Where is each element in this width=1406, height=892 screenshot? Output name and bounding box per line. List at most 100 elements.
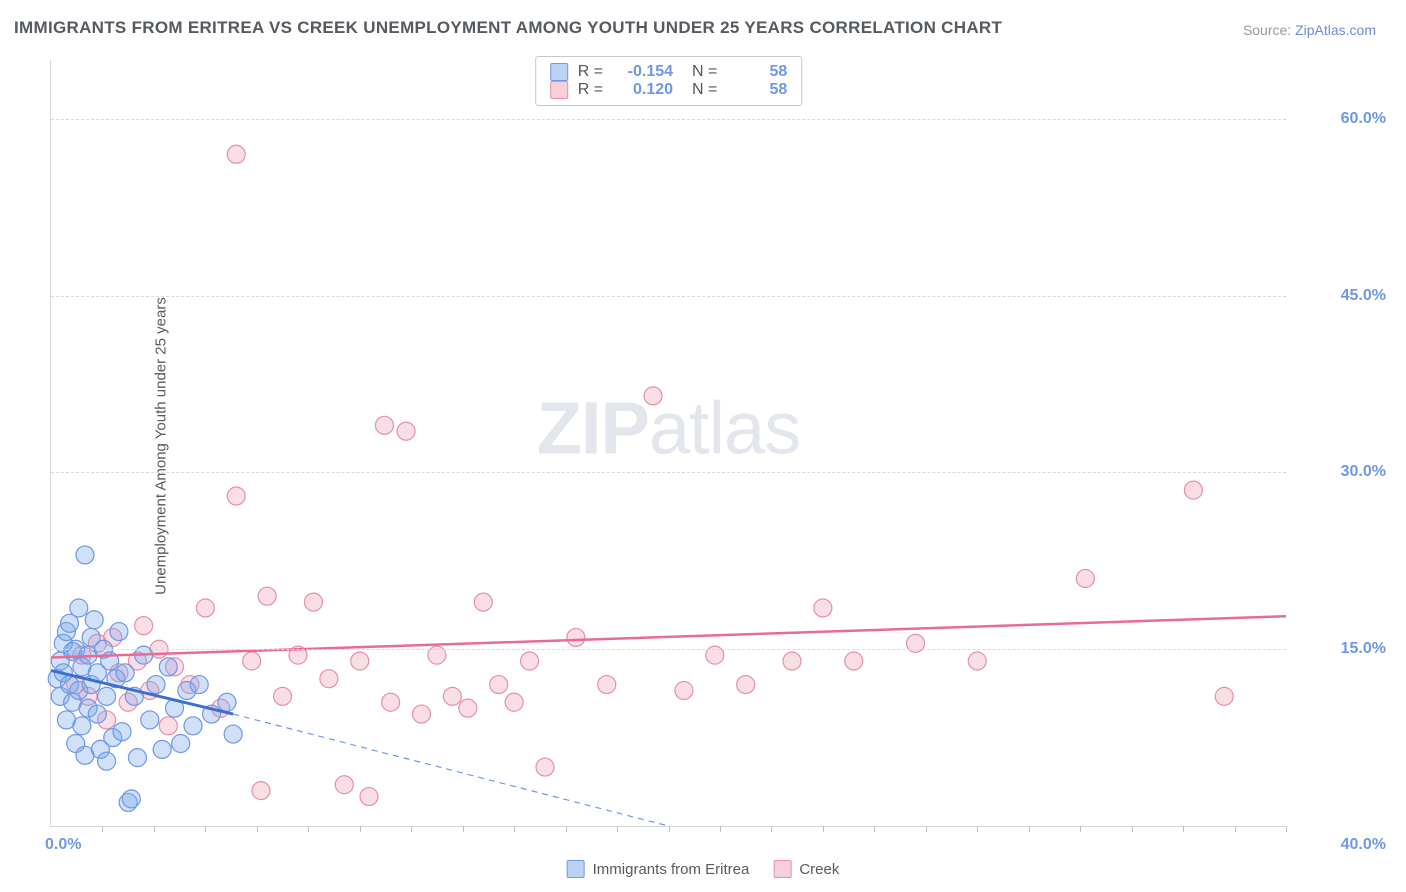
source-attribution: Source: ZipAtlas.com [1243,22,1376,38]
data-point [320,670,338,688]
data-point [382,693,400,711]
y-tick-label: 60.0% [1296,110,1386,128]
x-tick-mark [154,826,155,832]
data-point [505,693,523,711]
y-tick-label: 15.0% [1296,640,1386,658]
x-tick-mark [771,826,772,832]
x-tick-mark [308,826,309,832]
x-tick-mark [360,826,361,832]
x-tick-mark [926,826,927,832]
data-point [644,387,662,405]
data-point [159,717,177,735]
x-tick-mark [669,826,670,832]
legend-label-pink: Creek [799,861,839,878]
data-point [443,687,461,705]
data-point [224,725,242,743]
data-point [1184,481,1202,499]
data-point [845,652,863,670]
data-point [783,652,801,670]
x-tick-mark [1235,826,1236,832]
data-point [521,652,539,670]
data-point [70,599,88,617]
data-point [227,487,245,505]
x-tick-mark [463,826,464,832]
x-tick-mark [720,826,721,832]
data-point [814,599,832,617]
chart-svg [51,60,1286,826]
data-point [88,705,106,723]
plot-area: ZIPatlas R = -0.154 N = 58 R = 0.120 N =… [50,60,1286,827]
data-point [567,628,585,646]
data-point [1076,570,1094,588]
data-point [351,652,369,670]
x-tick-mark [823,826,824,832]
trend-line [233,714,668,826]
data-point [258,587,276,605]
data-point [360,788,378,806]
x-max-tick: 40.0% [1296,836,1386,854]
data-point [98,752,116,770]
data-point [196,599,214,617]
x-tick-mark [205,826,206,832]
data-point [73,717,91,735]
data-point [1215,687,1233,705]
data-point [153,740,171,758]
x-tick-mark [102,826,103,832]
series-legend: Immigrants from Eritrea Creek [567,860,840,878]
source-link[interactable]: ZipAtlas.com [1295,22,1376,38]
data-point [598,676,616,694]
data-point [474,593,492,611]
data-point [737,676,755,694]
data-point [116,664,134,682]
source-prefix: Source: [1243,22,1295,38]
data-point [968,652,986,670]
data-point [335,776,353,794]
x-tick-mark [1029,826,1030,832]
x-tick-mark [977,826,978,832]
data-point [274,687,292,705]
x-origin-tick: 0.0% [45,836,81,854]
grid-line [51,296,1286,297]
grid-line [51,472,1286,473]
chart-title: IMMIGRANTS FROM ERITREA VS CREEK UNEMPLO… [14,18,1002,38]
grid-line [51,649,1286,650]
chart-container: IMMIGRANTS FROM ERITREA VS CREEK UNEMPLO… [0,0,1406,892]
legend-item-blue: Immigrants from Eritrea [567,860,750,878]
data-point [252,782,270,800]
y-tick-label: 45.0% [1296,287,1386,305]
data-point [490,676,508,694]
x-tick-mark [566,826,567,832]
data-point [159,658,177,676]
swatch-blue-icon [567,860,585,878]
data-point [122,790,140,808]
data-point [227,145,245,163]
data-point [675,681,693,699]
data-point [190,676,208,694]
data-point [98,687,116,705]
data-point [218,693,236,711]
trend-line [51,616,1286,657]
data-point [459,699,477,717]
data-point [85,611,103,629]
data-point [172,735,190,753]
legend-label-blue: Immigrants from Eritrea [593,861,750,878]
x-tick-mark [1132,826,1133,832]
x-tick-mark [1080,826,1081,832]
data-point [397,422,415,440]
x-tick-mark [257,826,258,832]
data-point [304,593,322,611]
y-tick-label: 30.0% [1296,463,1386,481]
x-tick-mark [874,826,875,832]
data-point [128,749,146,767]
grid-line [51,119,1286,120]
data-point [113,723,131,741]
x-tick-mark [411,826,412,832]
legend-item-pink: Creek [773,860,839,878]
data-point [413,705,431,723]
data-point [76,546,94,564]
x-tick-mark [617,826,618,832]
x-tick-mark [1286,826,1287,832]
swatch-pink-icon [773,860,791,878]
x-tick-mark [1183,826,1184,832]
x-tick-mark [514,826,515,832]
